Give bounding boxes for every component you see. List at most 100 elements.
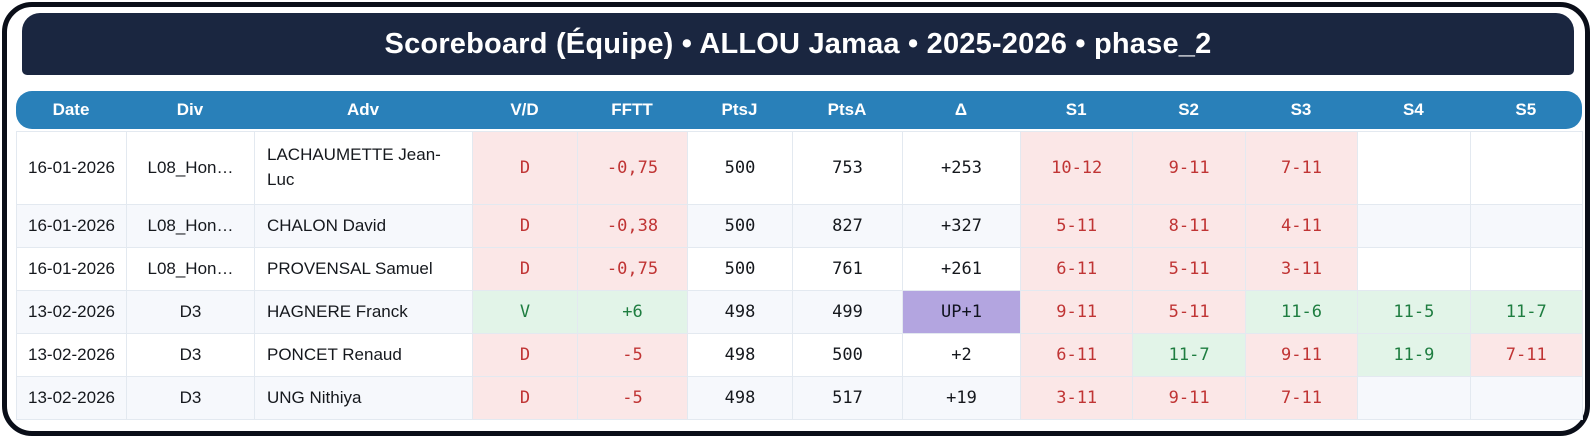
cell-ptsa: 827 [793,205,903,248]
cell-delta: +261 [903,248,1021,291]
cell-div: D3 [127,291,255,334]
cell-s1: 6-11 [1021,248,1134,291]
cell-date: 16-01-2026 [17,248,127,291]
col-header-div: Div [176,100,204,119]
cell-ptsa: 517 [793,377,903,420]
cell-s1: 3-11 [1021,377,1134,420]
table-row: 16-01-2026 L08_Hon… LACHAUMETTE Jean-Luc… [16,131,1583,205]
cell-div: L08_Hon… [127,248,255,291]
cell-adv: CHALON David [255,205,473,248]
adv-name: HAGNERE Franck [267,301,408,321]
col-header-ptsa: PtsA [827,100,867,119]
cell-vd: D [473,205,578,248]
cell-s1: 6-11 [1021,334,1134,377]
col-header-vd: V/D [510,100,539,119]
cell-delta: UP+1 [903,291,1021,334]
table-row: 16-01-2026 L08_Hon… CHALON David D -0,38… [16,205,1583,248]
cell-adv: LACHAUMETTE Jean-Luc [255,131,473,205]
cell-s3: 7-11 [1245,377,1359,420]
cell-vd: D [473,131,578,205]
cell-div: L08_Hon… [127,205,255,248]
cell-fftt: -0,38 [578,205,688,248]
cell-ptsj: 498 [688,291,793,334]
cell-s1: 10-12 [1021,131,1134,205]
cell-s2: 11-7 [1133,334,1246,377]
cell-s2: 8-11 [1133,205,1246,248]
col-header-s5: S5 [1515,100,1537,119]
cell-div: L08_Hon… [127,131,255,205]
table-row: 13-02-2026 D3 UNG Nithiya D -5 498 517 +… [16,377,1583,420]
cell-s5: 11-7 [1470,291,1583,334]
col-header-date: Date [52,100,90,119]
cell-s3: 9-11 [1245,334,1359,377]
cell-s5 [1470,205,1583,248]
table-row: 16-01-2026 L08_Hon… PROVENSAL Samuel D -… [16,248,1583,291]
cell-delta: +19 [903,377,1021,420]
cell-vd: D [473,377,578,420]
cell-date: 16-01-2026 [17,205,127,248]
cell-s4 [1358,131,1471,205]
cell-ptsa: 753 [793,131,903,205]
adv-name: UNG Nithiya [267,387,362,407]
adv-name: PONCET Renaud [267,344,402,364]
col-header-fftt: FFTT [611,100,653,119]
cell-s2: 5-11 [1133,248,1246,291]
cell-date: 13-02-2026 [17,291,127,334]
col-header-delta: Δ [954,100,968,119]
cell-s5 [1470,377,1583,420]
table-row: 13-02-2026 D3 PONCET Renaud D -5 498 500… [16,334,1583,377]
cell-delta: +327 [903,205,1021,248]
cell-delta: +253 [903,131,1021,205]
title-bar: Scoreboard (Équipe) • ALLOU Jamaa • 2025… [22,13,1574,75]
cell-s3: 7-11 [1245,131,1359,205]
cell-date: 13-02-2026 [17,334,127,377]
cell-fftt: -5 [578,377,688,420]
cell-s2: 9-11 [1133,377,1246,420]
cell-s1: 9-11 [1021,291,1134,334]
col-header-s1: S1 [1065,100,1087,119]
col-header-adv: Adv [346,100,380,119]
cell-ptsa: 761 [793,248,903,291]
cell-s3: 4-11 [1245,205,1359,248]
cell-s3: 11-6 [1245,291,1359,334]
cell-fftt: -0,75 [578,248,688,291]
col-header-s2: S2 [1178,100,1199,119]
cell-ptsj: 500 [688,131,793,205]
table-row: 13-02-2026 D3 HAGNERE Franck V +6 498 49… [16,291,1583,334]
cell-div: D3 [127,377,255,420]
col-header-s3: S3 [1290,100,1312,119]
cell-fftt: -5 [578,334,688,377]
cell-s5 [1470,131,1583,205]
cell-ptsa: 499 [793,291,903,334]
cell-adv: PONCET Renaud [255,334,473,377]
col-header-ptsj: PtsJ [721,100,758,119]
cell-ptsj: 500 [688,248,793,291]
cell-s2: 5-11 [1133,291,1246,334]
cell-s3: 3-11 [1245,248,1359,291]
cell-adv: PROVENSAL Samuel [255,248,473,291]
adv-name: PROVENSAL Samuel [267,258,433,278]
cell-ptsj: 498 [688,377,793,420]
cell-vd: D [473,248,578,291]
cell-s4 [1358,248,1471,291]
cell-fftt: +6 [578,291,688,334]
cell-fftt: -0,75 [578,131,688,205]
cell-date: 16-01-2026 [17,131,127,205]
cell-s2: 9-11 [1133,131,1246,205]
cell-s4: 11-5 [1358,291,1471,334]
cell-date: 13-02-2026 [17,377,127,420]
cell-vd: D [473,334,578,377]
cell-delta: +2 [903,334,1021,377]
col-header-s4: S4 [1402,100,1424,119]
scoreboard-table: Date Div Adv V/D FFTT PtsJ PtsA Δ S1 S2 … [16,91,1583,420]
cell-s5 [1470,248,1583,291]
cell-s1: 5-11 [1021,205,1134,248]
cell-s4 [1358,205,1471,248]
cell-div: D3 [127,334,255,377]
cell-adv: UNG Nithiya [255,377,473,420]
cell-s5: 7-11 [1470,334,1583,377]
table-header-row: Date Div Adv V/D FFTT PtsJ PtsA Δ S1 S2 … [16,91,1582,129]
page-title: Scoreboard (Équipe) • ALLOU Jamaa • 2025… [384,27,1212,60]
cell-s4: 11-9 [1358,334,1471,377]
cell-ptsa: 500 [793,334,903,377]
